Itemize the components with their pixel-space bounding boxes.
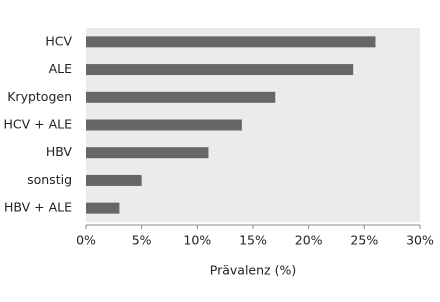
bar (86, 147, 209, 159)
bar (86, 174, 142, 186)
bar (86, 119, 242, 131)
x-tick-label: 20% (295, 233, 323, 248)
y-tick-label: Kryptogen (7, 89, 72, 104)
bar (86, 36, 376, 48)
y-tick-label: sonstig (27, 172, 72, 187)
x-tick-label: 0% (76, 233, 96, 248)
bar (86, 64, 354, 76)
y-tick-label: HCV (45, 33, 72, 48)
x-tick-label: 10% (183, 233, 211, 248)
y-tick-label: HBV (46, 144, 73, 159)
x-tick-label: 30% (406, 233, 434, 248)
y-tick-label: ALE (49, 61, 73, 76)
y-tick-label: HCV + ALE (3, 117, 72, 132)
x-axis-label: Prävalenz (%) (210, 263, 296, 278)
x-tick-label: 25% (350, 233, 378, 248)
y-tick-label: HBV + ALE (4, 200, 72, 215)
x-tick-label: 5% (132, 233, 152, 248)
bar (86, 91, 276, 103)
bar (86, 202, 120, 214)
x-tick-label: 15% (239, 233, 267, 248)
